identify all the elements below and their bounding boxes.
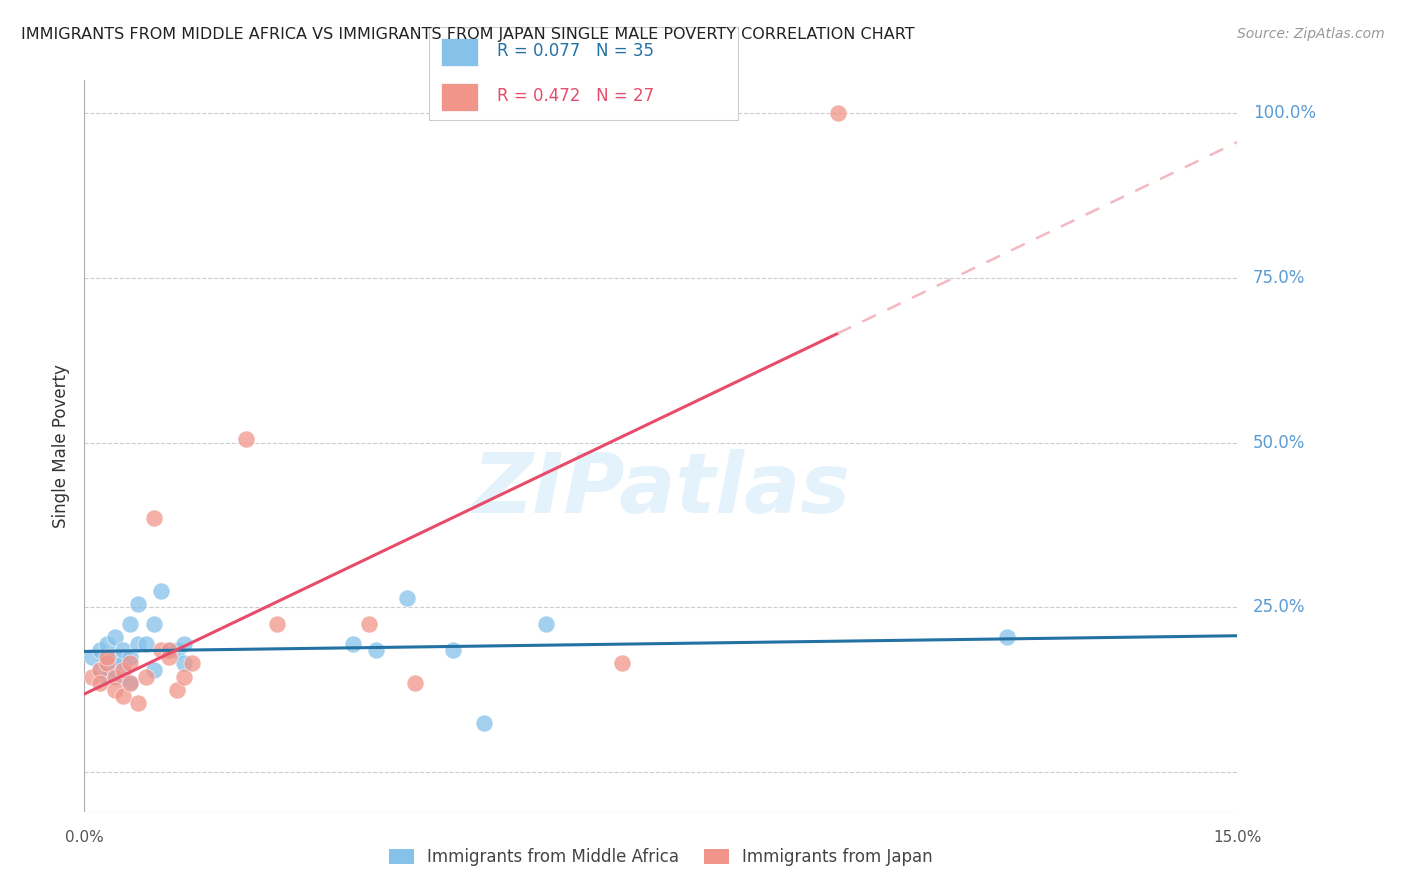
Point (96, 657, 118, 671)
Text: 25.0%: 25.0% (1253, 599, 1305, 616)
Point (96, 649, 118, 664)
Point (157, 649, 180, 664)
Point (342, 637, 364, 651)
Point (142, 616, 165, 631)
Point (111, 670, 134, 684)
Point (104, 663, 127, 677)
Point (120, 657, 142, 671)
Point (104, 649, 127, 664)
Point (120, 649, 142, 664)
Point (173, 657, 195, 671)
Point (120, 676, 142, 690)
FancyBboxPatch shape (441, 83, 478, 111)
Point (80, 670, 103, 684)
Point (127, 696, 149, 710)
Point (89, 643, 111, 657)
Point (111, 643, 134, 657)
Point (96, 657, 118, 671)
Point (142, 511, 165, 525)
Point (157, 643, 180, 657)
Text: Source: ZipAtlas.com: Source: ZipAtlas.com (1237, 27, 1385, 41)
Point (104, 630, 127, 644)
Point (441, 643, 464, 657)
Point (80, 649, 103, 664)
Point (150, 643, 173, 657)
Point (827, 106, 849, 120)
Point (366, 643, 388, 657)
Point (135, 670, 157, 684)
Point (120, 676, 142, 690)
Point (166, 682, 188, 697)
Point (89, 663, 111, 677)
FancyBboxPatch shape (441, 38, 478, 66)
Text: ZIPatlas: ZIPatlas (472, 450, 849, 531)
Point (173, 637, 195, 651)
Point (235, 433, 257, 447)
Point (995, 630, 1018, 644)
Point (166, 643, 188, 657)
Point (111, 690, 134, 704)
Text: 0.0%: 0.0% (65, 830, 104, 846)
Point (111, 663, 134, 677)
Legend: Immigrants from Middle Africa, Immigrants from Japan: Immigrants from Middle Africa, Immigrant… (382, 841, 939, 873)
Point (111, 657, 134, 671)
Point (472, 715, 495, 730)
Text: IMMIGRANTS FROM MIDDLE AFRICA VS IMMIGRANTS FROM JAPAN SINGLE MALE POVERTY CORRE: IMMIGRANTS FROM MIDDLE AFRICA VS IMMIGRA… (21, 27, 915, 42)
Y-axis label: Single Male Poverty: Single Male Poverty (52, 364, 70, 528)
Point (266, 616, 288, 631)
Point (173, 670, 195, 684)
Point (612, 657, 634, 671)
Point (181, 657, 204, 671)
Point (150, 584, 173, 599)
Point (142, 663, 165, 677)
Point (96, 637, 118, 651)
Text: 50.0%: 50.0% (1253, 434, 1305, 451)
Point (404, 676, 426, 690)
Point (96, 670, 118, 684)
Point (534, 616, 557, 631)
Text: 75.0%: 75.0% (1253, 269, 1305, 287)
Point (157, 643, 180, 657)
Text: R = 0.472   N = 27: R = 0.472 N = 27 (496, 87, 654, 105)
Point (89, 663, 111, 677)
Point (396, 591, 419, 605)
Point (104, 682, 127, 697)
Point (104, 670, 127, 684)
Text: 100.0%: 100.0% (1253, 104, 1316, 122)
Point (357, 616, 380, 631)
Point (89, 676, 111, 690)
Text: 15.0%: 15.0% (1213, 830, 1261, 846)
Point (120, 616, 142, 631)
Text: R = 0.077   N = 35: R = 0.077 N = 35 (496, 42, 654, 60)
Point (127, 597, 149, 611)
Point (127, 637, 149, 651)
Point (135, 637, 157, 651)
